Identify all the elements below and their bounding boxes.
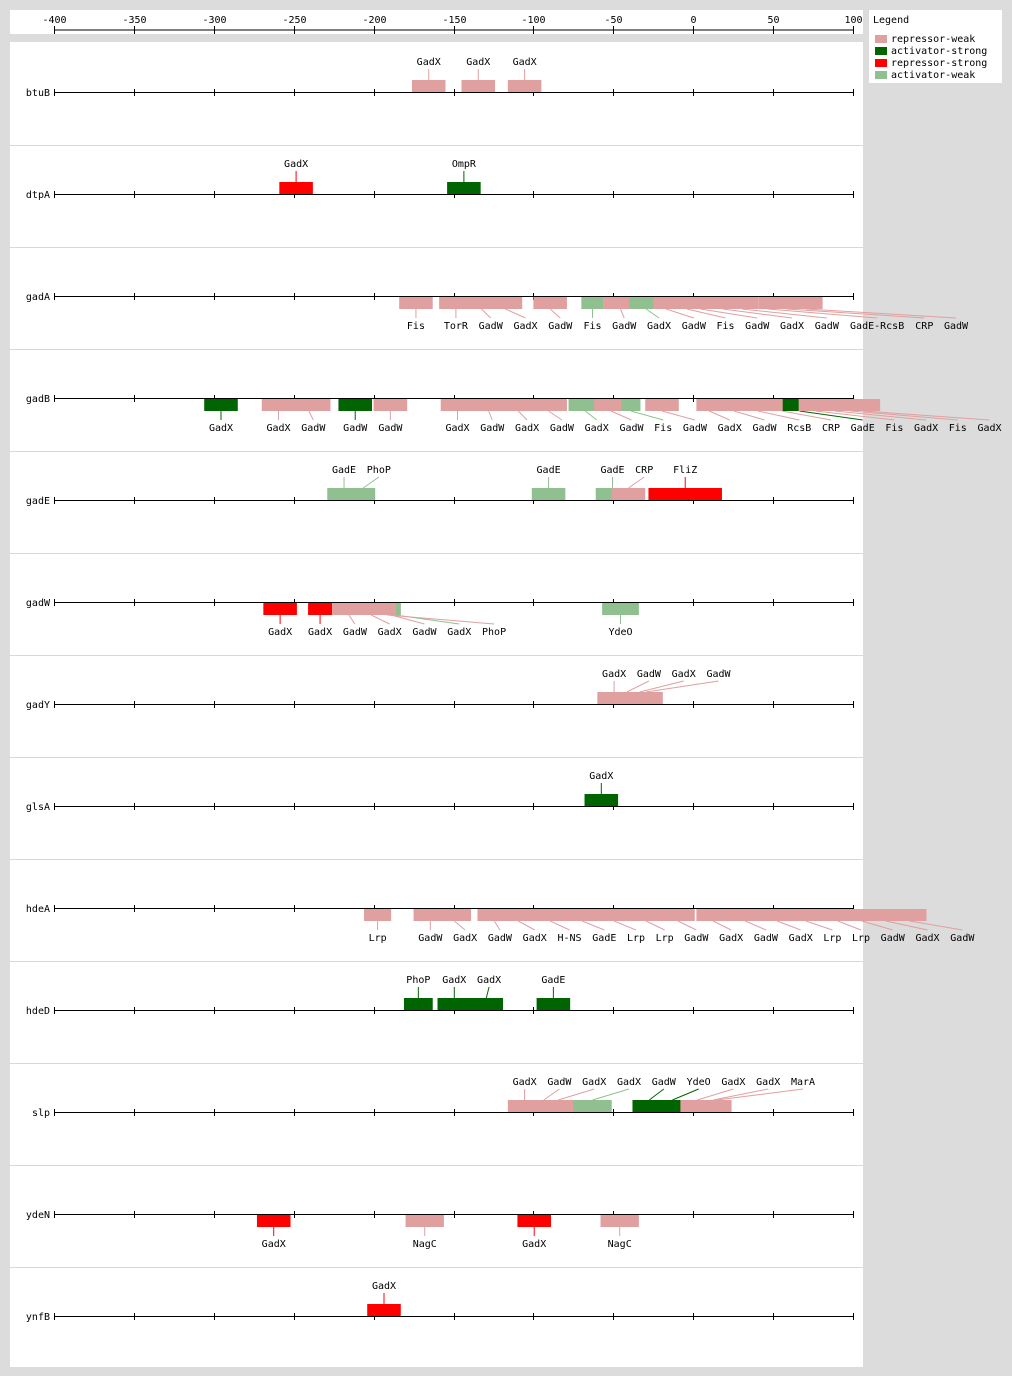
site-connector [909,920,963,931]
site-box [892,909,927,921]
legend-item-activator-strong: activator-strong [875,46,987,58]
legend-swatch [875,47,887,55]
legend: Legend repressor-weak activator-strong r… [869,10,1002,83]
diagram-panel [10,42,863,1367]
site-label: GadW [950,933,975,944]
legend-item-repressor-weak: repressor-weak [875,34,975,46]
legend-label: repressor-strong [891,58,988,69]
site-connector [861,920,893,931]
site-connector [863,410,990,421]
site-label: Fis [949,423,967,434]
legend-label: activator-strong [891,46,988,57]
legend-swatch [875,59,887,67]
legend-swatch [875,35,887,43]
site-label: CRP [915,321,933,332]
site-connector [885,920,928,931]
site-label: GadW [944,321,969,332]
site-connector [850,410,958,421]
site-label: GadW [881,933,906,944]
site-label: GadX [915,933,939,944]
legend-title: Legend [873,15,910,26]
site-label: Fis [885,423,903,434]
site-box [868,909,903,921]
legend-swatch [875,71,887,79]
site-label: GadX [914,423,938,434]
site-label: GadX [977,423,1001,434]
axis-panel [10,10,863,34]
legend-label: activator-weak [891,70,976,81]
legend-item-repressor-strong: repressor-strong [875,58,987,70]
legend-label: repressor-weak [891,34,976,45]
legend-item-activator-weak: activator-weak [875,70,975,82]
